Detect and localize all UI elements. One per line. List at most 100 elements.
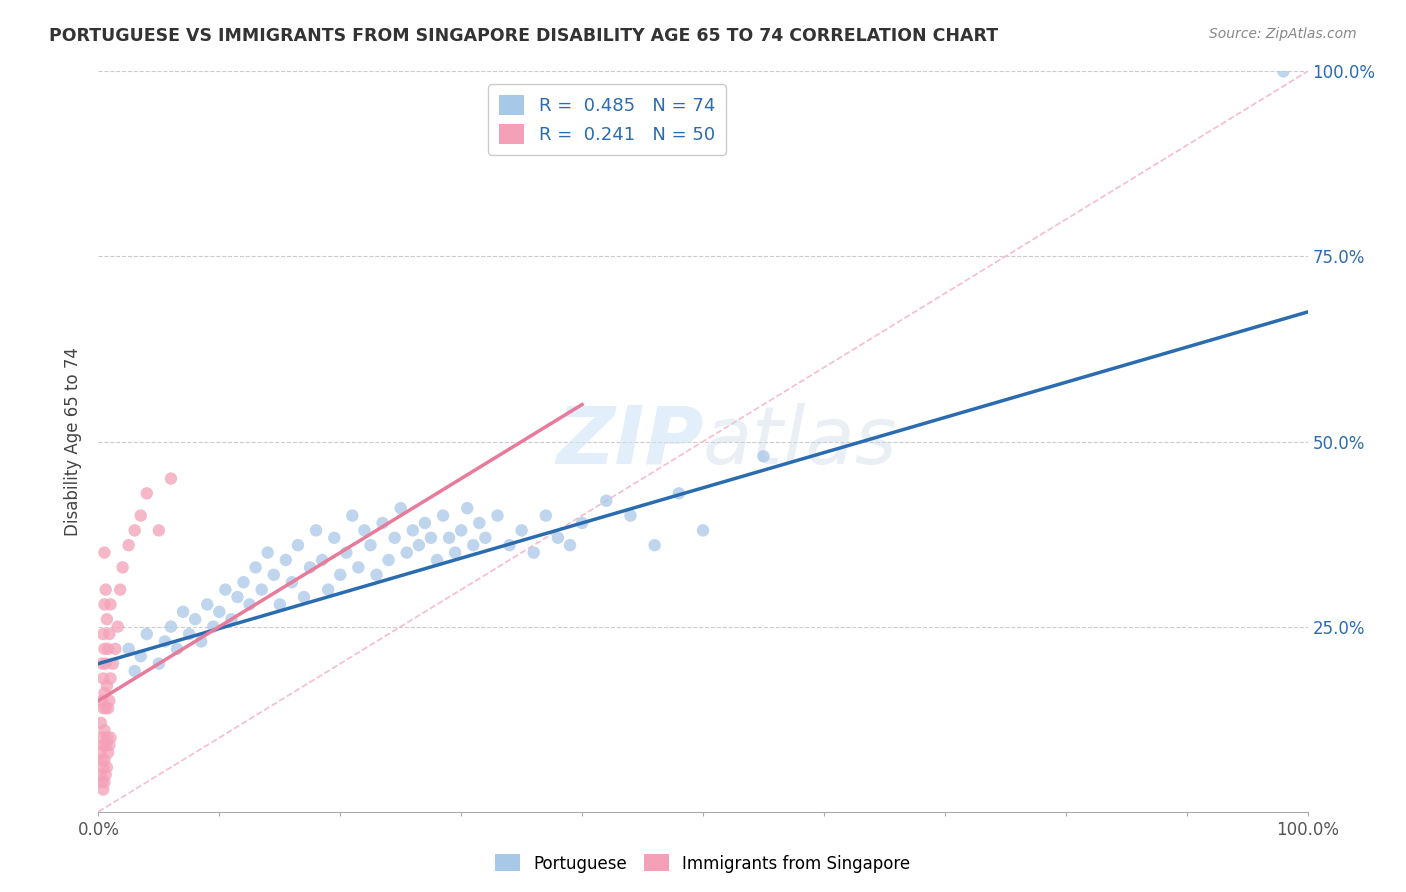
Legend: Portuguese, Immigrants from Singapore: Portuguese, Immigrants from Singapore <box>489 847 917 880</box>
Point <box>692 524 714 538</box>
Point <box>342 508 364 523</box>
Point <box>329 567 352 582</box>
Point <box>129 649 152 664</box>
Point <box>98 627 121 641</box>
Point <box>160 471 183 485</box>
Point <box>468 516 491 530</box>
Point <box>389 501 412 516</box>
Point <box>316 582 339 597</box>
Point <box>498 538 520 552</box>
Point <box>153 634 176 648</box>
Point <box>384 531 406 545</box>
Point <box>444 546 467 560</box>
Point <box>214 582 236 597</box>
Point <box>91 657 114 671</box>
Point <box>245 560 267 574</box>
Point <box>450 524 472 538</box>
Point <box>124 664 146 678</box>
Point <box>91 782 114 797</box>
Point <box>90 746 112 760</box>
Point <box>256 546 278 560</box>
Point <box>108 582 131 597</box>
Point <box>124 524 146 538</box>
Point <box>91 760 114 774</box>
Point <box>353 524 375 538</box>
Point <box>98 694 121 708</box>
Point <box>456 501 478 516</box>
Point <box>426 553 449 567</box>
Point <box>274 553 297 567</box>
Point <box>323 531 346 545</box>
Point <box>97 641 120 656</box>
Point <box>91 775 114 789</box>
Point <box>94 582 117 597</box>
Point <box>148 657 170 671</box>
Point <box>221 612 243 626</box>
Point <box>263 567 285 582</box>
Point <box>250 582 273 597</box>
Text: ZIP: ZIP <box>555 402 703 481</box>
Point <box>360 538 382 552</box>
Point <box>93 641 115 656</box>
Point <box>179 627 201 641</box>
Point <box>91 753 114 767</box>
Point <box>547 531 569 545</box>
Point <box>97 746 120 760</box>
Point <box>101 657 124 671</box>
Point <box>437 531 460 545</box>
Point <box>534 508 557 523</box>
Point <box>91 701 114 715</box>
Point <box>402 524 425 538</box>
Point <box>172 605 194 619</box>
Point <box>100 598 122 612</box>
Point <box>208 605 231 619</box>
Point <box>184 612 207 626</box>
Point <box>420 531 443 545</box>
Point <box>135 486 157 500</box>
Point <box>135 627 157 641</box>
Point <box>311 553 333 567</box>
Point <box>371 516 394 530</box>
Point <box>571 516 593 530</box>
Point <box>335 546 357 560</box>
Point <box>463 538 485 552</box>
Point <box>93 753 115 767</box>
Point <box>91 694 114 708</box>
Point <box>96 679 118 693</box>
Point <box>474 531 496 545</box>
Point <box>619 508 641 523</box>
Point <box>148 524 170 538</box>
Point <box>100 672 122 686</box>
Point <box>558 538 581 552</box>
Point <box>118 641 141 656</box>
Point <box>226 590 249 604</box>
Point <box>595 493 617 508</box>
Text: PORTUGUESE VS IMMIGRANTS FROM SINGAPORE DISABILITY AGE 65 TO 74 CORRELATION CHAR: PORTUGUESE VS IMMIGRANTS FROM SINGAPORE … <box>49 27 998 45</box>
Point <box>202 619 225 633</box>
Point <box>90 767 112 781</box>
Point <box>129 508 152 523</box>
Point <box>93 546 115 560</box>
Point <box>91 738 114 752</box>
Y-axis label: Disability Age 65 to 74: Disability Age 65 to 74 <box>65 347 83 536</box>
Point <box>486 508 509 523</box>
Point <box>752 450 775 464</box>
Point <box>118 538 141 552</box>
Point <box>269 598 291 612</box>
Point <box>160 619 183 633</box>
Point <box>93 598 115 612</box>
Point <box>347 560 370 574</box>
Point <box>94 657 117 671</box>
Point <box>644 538 666 552</box>
Point <box>91 731 114 745</box>
Point <box>432 508 454 523</box>
Point <box>413 516 436 530</box>
Point <box>93 686 115 700</box>
Point <box>232 575 254 590</box>
Point <box>91 627 114 641</box>
Point <box>90 715 112 730</box>
Point <box>239 598 262 612</box>
Legend: R =  0.485   N = 74, R =  0.241   N = 50: R = 0.485 N = 74, R = 0.241 N = 50 <box>488 84 725 154</box>
Point <box>96 731 118 745</box>
Point <box>93 775 115 789</box>
